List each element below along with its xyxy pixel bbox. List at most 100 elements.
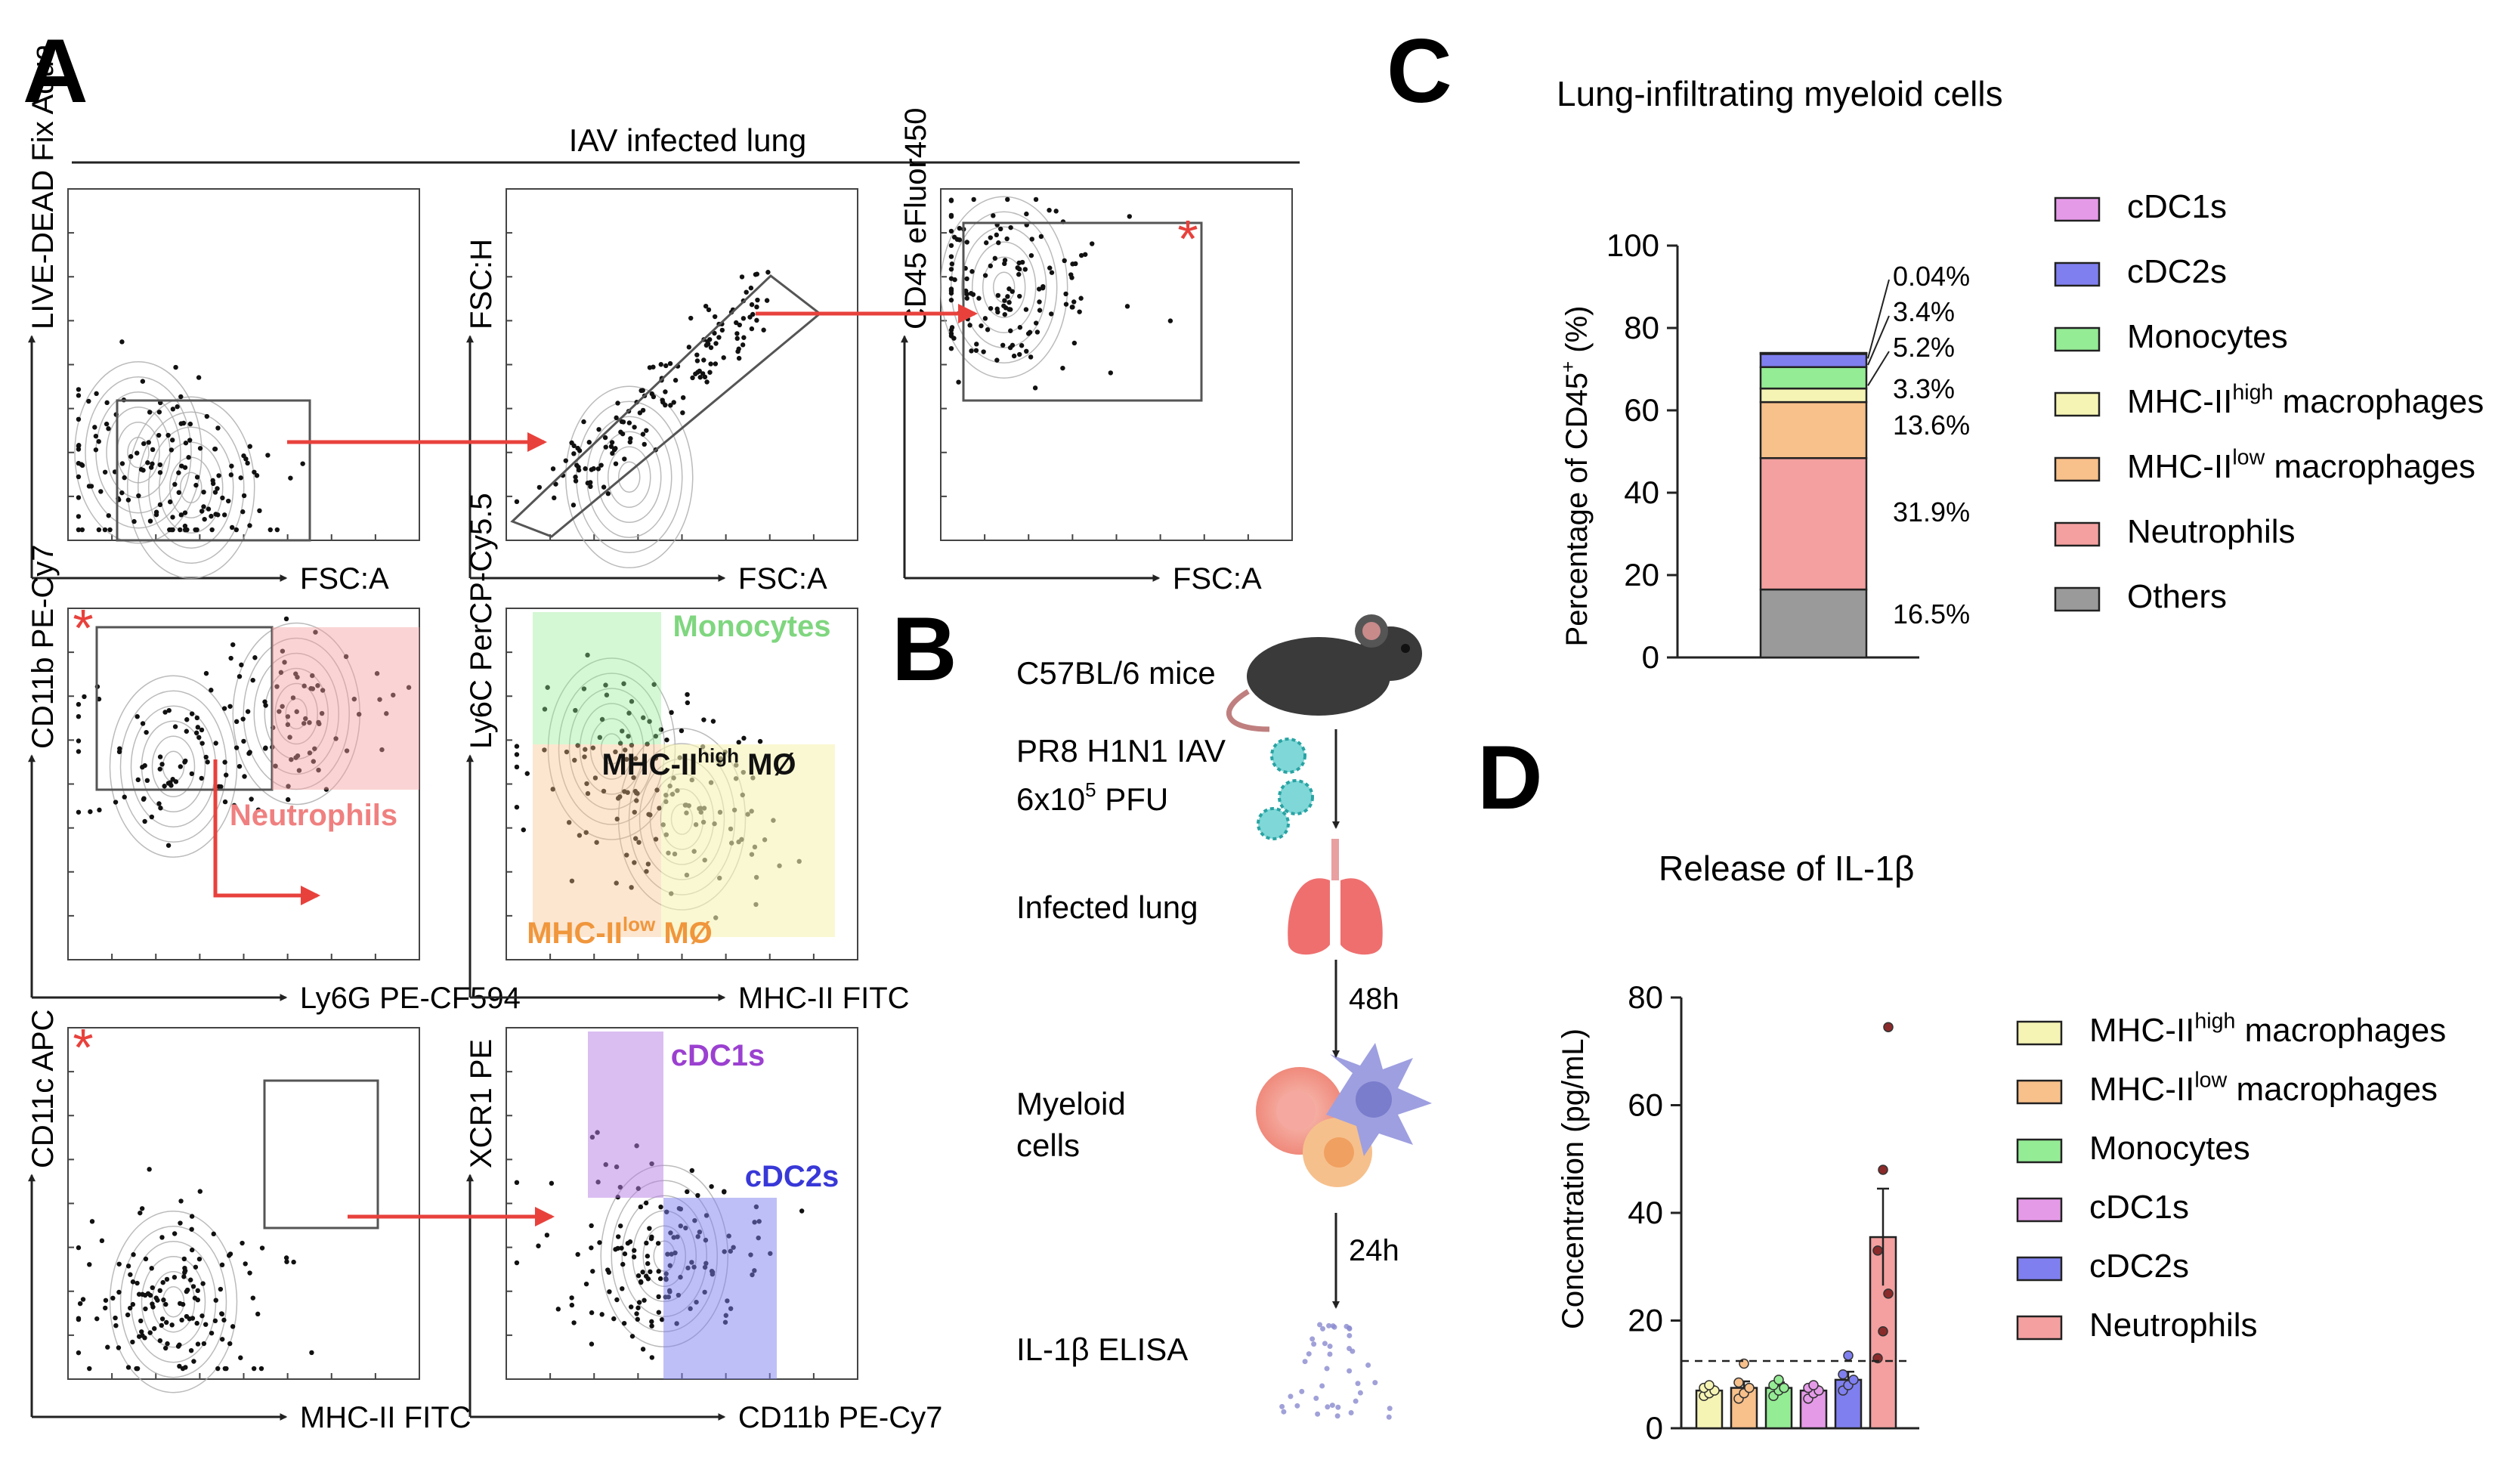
- contour-line: [608, 446, 651, 509]
- event-dot: [316, 767, 321, 773]
- event-dot: [203, 1322, 209, 1327]
- event-dot: [701, 717, 707, 722]
- event-dot: [741, 735, 747, 741]
- event-dot: [140, 1291, 145, 1298]
- event-dot: [1024, 348, 1029, 354]
- event-dot: [136, 1291, 142, 1297]
- event-dot: [721, 355, 726, 360]
- contour-line: [568, 688, 655, 810]
- event-dot: [92, 425, 97, 430]
- event-dot: [226, 1253, 232, 1258]
- event-dot: [104, 421, 110, 427]
- event-dot: [1037, 299, 1042, 305]
- event-dot: [76, 527, 82, 533]
- event-dot: [521, 827, 526, 833]
- spray-dot: [1350, 1348, 1356, 1354]
- event-dot: [283, 1255, 289, 1260]
- event-dot: [138, 1318, 144, 1324]
- spray-dot: [1302, 1359, 1308, 1365]
- event-dot: [149, 1266, 154, 1271]
- event-dot: [164, 1276, 170, 1282]
- stacked-segment: [1759, 366, 1868, 390]
- event-dot: [238, 1355, 243, 1360]
- event-dot: [199, 775, 204, 781]
- event-dot: [384, 711, 389, 716]
- event-dot: [582, 754, 587, 759]
- event-dot: [96, 439, 101, 444]
- event-dot: [615, 401, 620, 406]
- event-dot: [622, 1251, 628, 1257]
- event-dot: [224, 1366, 229, 1372]
- event-dot: [577, 448, 583, 453]
- event-dot: [221, 512, 227, 518]
- event-dot: [615, 1245, 620, 1251]
- legend-swatch: [2016, 1256, 2063, 1282]
- event-dot: [87, 1366, 92, 1372]
- event-dot: [632, 425, 637, 430]
- event-dot: [209, 688, 214, 693]
- event-dot: [122, 475, 127, 481]
- event-dot: [255, 807, 261, 812]
- event-dot: [344, 748, 350, 753]
- chart-c-tick-label: 0: [1642, 639, 1659, 675]
- event-dot: [93, 433, 99, 439]
- spray-dot: [1347, 1332, 1353, 1338]
- event-dot: [628, 1304, 634, 1310]
- event-dot: [173, 779, 179, 784]
- contour-line: [141, 1255, 206, 1348]
- event-dot: [219, 1311, 224, 1316]
- contour-line: [95, 391, 181, 514]
- panel-d: D Release of IL-1β Concentration (pg/mL)…: [1477, 727, 2446, 1446]
- spray-dot: [1347, 1368, 1353, 1374]
- event-dot: [162, 784, 167, 789]
- event-dot: [622, 789, 627, 794]
- event-dot: [985, 327, 991, 332]
- event-dot: [139, 1206, 145, 1211]
- event-dot: [680, 394, 686, 401]
- event-dot: [257, 508, 262, 514]
- event-dot: [178, 512, 184, 518]
- event-dots: [948, 196, 1173, 391]
- event-dot: [135, 714, 140, 719]
- event-dot: [617, 741, 623, 746]
- event-dot: [300, 461, 305, 466]
- spray-dot: [1387, 1406, 1393, 1412]
- event-dot: [94, 391, 99, 397]
- event-dot: [170, 407, 176, 412]
- legend-label: Monocytes: [2089, 1130, 2250, 1167]
- event-dot: [265, 453, 271, 458]
- chart-c-tick-label: 80: [1624, 310, 1659, 345]
- panel-letter-c: C: [1387, 20, 1452, 122]
- event-dot: [613, 461, 619, 466]
- event-dot: [591, 466, 596, 472]
- event-dot: [159, 762, 165, 767]
- event-dot: [643, 1200, 649, 1206]
- spray-dot: [1322, 1341, 1328, 1347]
- event-dot: [668, 403, 673, 408]
- event-dot: [573, 475, 578, 480]
- event-dot: [159, 1235, 165, 1240]
- spray-dot: [1279, 1403, 1285, 1409]
- event-dot: [654, 787, 660, 793]
- event-dot: [218, 1286, 224, 1292]
- event-dot: [948, 345, 954, 351]
- event-dot: [157, 1338, 163, 1344]
- event-dot: [147, 1330, 153, 1335]
- event-dot: [536, 1243, 541, 1248]
- y-axis-label: CD11c APC: [26, 1010, 60, 1168]
- event-dot: [197, 1189, 203, 1194]
- event-dot: [143, 1306, 148, 1312]
- event-dot: [229, 524, 235, 530]
- event-dot: [660, 400, 666, 405]
- event-dot: [93, 447, 99, 453]
- legend-label: Others: [2127, 578, 2227, 615]
- event-dot: [283, 616, 289, 622]
- event-dot: [622, 456, 627, 462]
- event-dot: [679, 728, 685, 734]
- event-dot: [142, 762, 147, 769]
- event-dot: [632, 836, 639, 841]
- event-dot: [590, 745, 596, 750]
- event-dot: [694, 352, 700, 357]
- event-dot: [1078, 295, 1084, 301]
- event-dot: [1001, 303, 1006, 308]
